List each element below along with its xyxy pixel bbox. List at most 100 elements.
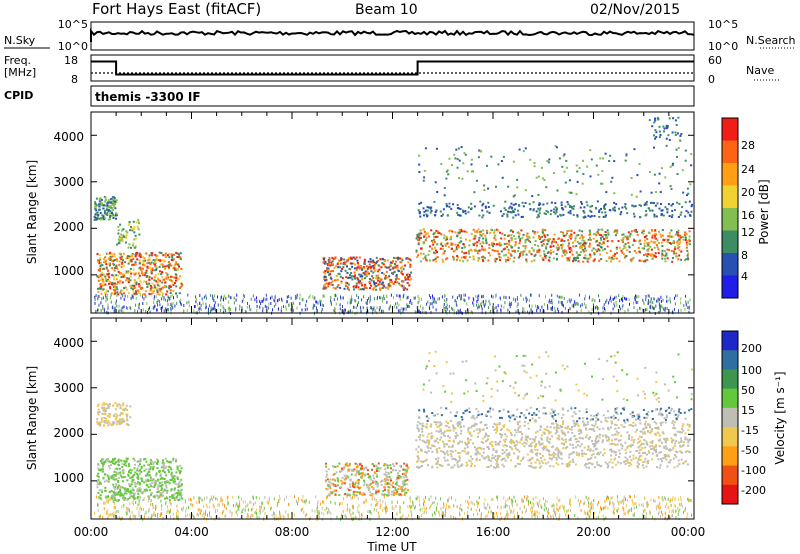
data-cell — [384, 468, 387, 471]
data-cell — [624, 296, 626, 300]
data-cell — [608, 301, 610, 305]
data-cell — [570, 236, 573, 239]
data-cell — [500, 243, 503, 246]
data-cell — [346, 271, 349, 274]
data-cell — [431, 302, 433, 306]
data-cell — [584, 242, 587, 244]
data-cell — [632, 421, 635, 424]
data-cell — [117, 229, 120, 232]
data-cell — [482, 437, 485, 440]
data-cell — [561, 207, 564, 209]
data-cell — [138, 481, 141, 484]
data-cell — [344, 308, 346, 312]
data-cell — [110, 293, 112, 297]
data-cell — [651, 447, 654, 450]
data-cell — [387, 284, 390, 287]
data-cell — [446, 450, 449, 453]
data-cell — [664, 206, 667, 209]
data-cell — [572, 241, 574, 244]
data-cell — [162, 459, 164, 462]
data-cell — [598, 259, 601, 262]
data-cell — [376, 483, 379, 486]
data-cell — [178, 292, 181, 295]
data-cell — [382, 493, 385, 496]
data-cell — [136, 258, 139, 261]
data-cell — [506, 213, 509, 216]
data-cell — [118, 423, 121, 426]
data-cell — [363, 260, 366, 263]
data-cell — [573, 205, 576, 208]
data-cell — [156, 293, 159, 296]
data-cell — [322, 294, 324, 298]
data-cell — [128, 270, 131, 273]
data-cell — [429, 307, 431, 310]
data-cell — [444, 243, 447, 246]
data-cell — [290, 308, 292, 312]
colorbar-frame — [721, 117, 739, 299]
data-cell — [100, 308, 102, 312]
data-cell — [278, 307, 279, 311]
data-cell — [475, 295, 477, 298]
data-cell — [557, 307, 559, 311]
data-cell — [631, 244, 634, 246]
data-cell — [129, 275, 132, 278]
data-cell — [593, 258, 596, 261]
data-cell — [651, 236, 654, 239]
data-cell — [96, 422, 99, 425]
data-cell — [280, 309, 282, 313]
data-cell — [506, 245, 508, 248]
data-cell — [639, 243, 642, 245]
data-cell — [451, 230, 454, 233]
data-cell — [653, 215, 656, 218]
data-cell — [647, 253, 650, 256]
data-cell — [377, 264, 380, 267]
data-cell — [677, 216, 680, 218]
data-cell — [488, 299, 490, 303]
data-cell — [642, 308, 644, 312]
cpid-value: themis -3300 IF — [95, 90, 201, 104]
data-cell — [384, 260, 386, 263]
data-cell — [635, 251, 638, 254]
data-cell — [579, 242, 582, 245]
data-cell — [118, 467, 121, 470]
data-cell — [665, 144, 668, 147]
data-cell — [321, 307, 323, 311]
data-cell — [645, 210, 648, 212]
data-cell — [100, 420, 103, 423]
data-cell — [672, 424, 675, 427]
data-cell — [512, 230, 514, 233]
data-cell — [541, 231, 544, 234]
data-cell — [666, 208, 668, 211]
data-cell — [430, 209, 433, 212]
data-cell — [456, 296, 458, 300]
data-cell — [609, 249, 612, 252]
data-cell — [503, 254, 506, 257]
data-cell — [198, 310, 200, 314]
data-cell — [178, 253, 181, 256]
data-cell — [580, 251, 582, 254]
velocity-data-layer — [94, 350, 693, 522]
data-cell — [393, 270, 396, 273]
data-cell — [112, 459, 115, 462]
data-cell — [150, 485, 153, 488]
data-cell — [330, 281, 333, 284]
data-cell — [460, 146, 463, 149]
data-cell — [122, 494, 125, 497]
data-cell — [615, 257, 618, 260]
data-cell — [457, 244, 459, 247]
data-cell — [103, 410, 106, 413]
data-cell — [381, 258, 384, 261]
data-cell — [439, 210, 442, 213]
data-cell — [604, 152, 607, 155]
data-cell — [96, 480, 99, 483]
data-cell — [327, 285, 330, 288]
data-cell — [343, 482, 346, 485]
data-cell — [589, 215, 592, 218]
data-cell — [491, 243, 493, 246]
data-cell — [492, 204, 495, 207]
data-cell — [647, 301, 649, 305]
data-cell — [576, 214, 579, 217]
data-cell — [436, 460, 439, 462]
data-cell — [643, 242, 646, 245]
data-cell — [98, 275, 101, 278]
